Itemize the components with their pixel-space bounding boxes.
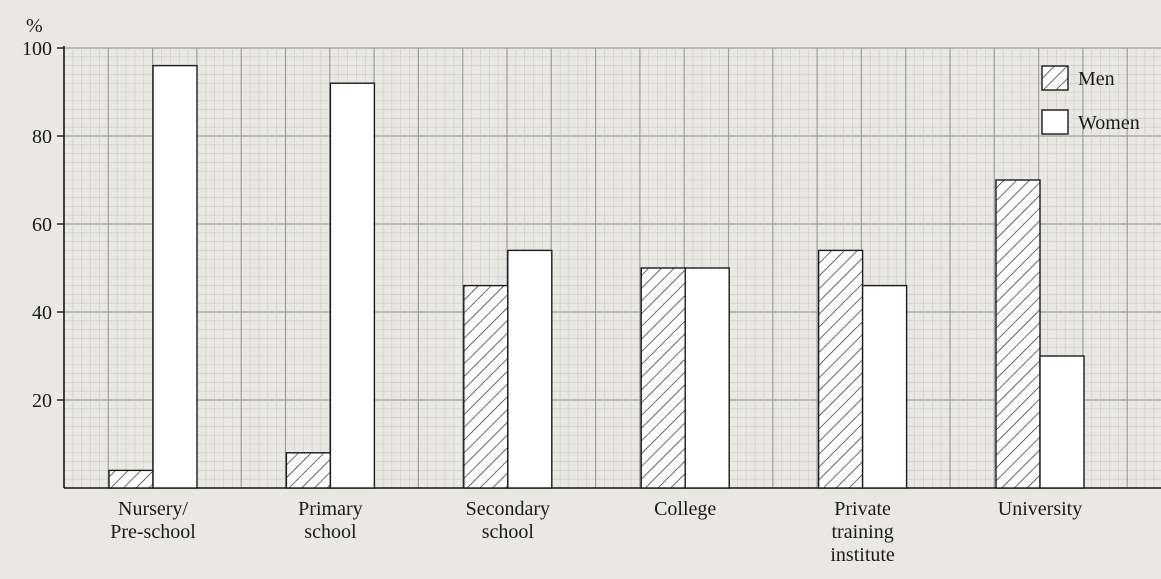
- bar-women-1: [329, 82, 376, 489]
- chart-axes: % 20 40 60 80 100: [22, 15, 1161, 489]
- bar-women-3: [684, 267, 730, 489]
- chart-grid: [63, 47, 1161, 489]
- legend-swatch-men: [1041, 65, 1069, 91]
- legend-label-men: Men: [1078, 68, 1115, 90]
- bar-men-5: [995, 179, 1041, 489]
- x-category-label: University: [998, 498, 1082, 520]
- bar-women-4: [861, 284, 908, 489]
- bar-men-0: [108, 469, 154, 489]
- legend-label-women: Women: [1078, 112, 1140, 134]
- x-category-label: Nursery/Pre-school: [110, 498, 196, 543]
- chart-bars: [108, 64, 1085, 489]
- y-axis-unit: %: [26, 15, 43, 37]
- legend-swatch-women: [1041, 109, 1069, 135]
- x-category-label: Private training institute: [830, 498, 895, 566]
- y-tick-label: 80: [32, 126, 52, 148]
- bar-men-4: [817, 249, 864, 489]
- y-tick-label: 60: [32, 214, 52, 236]
- bar-women-0: [152, 64, 198, 489]
- bar-men-1: [285, 452, 332, 489]
- x-category-label: Primary school: [298, 498, 362, 543]
- bar-men-2: [463, 284, 509, 489]
- bar-women-5: [1039, 355, 1085, 489]
- x-category-label: College: [654, 498, 716, 520]
- bar-men-3: [640, 267, 686, 489]
- chart-legend: Men Women: [1041, 65, 1140, 135]
- chart-labels: Nursery/Pre-school Primary school Secondary…: [110, 498, 1082, 566]
- x-category-label: Secondary school: [466, 498, 550, 543]
- y-tick-label: 40: [32, 302, 52, 324]
- bar-women-2: [507, 249, 553, 489]
- y-tick-label: 100: [22, 38, 52, 60]
- y-tick-label: 20: [32, 390, 52, 412]
